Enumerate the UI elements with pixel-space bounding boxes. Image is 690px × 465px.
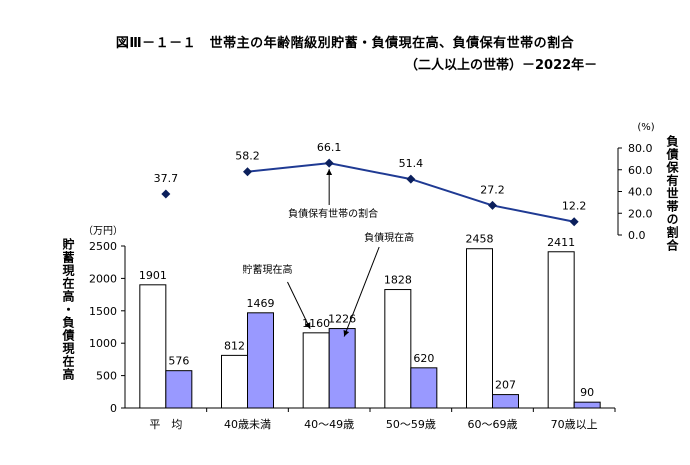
bar-savings-label: 2411 xyxy=(547,236,575,249)
line-y-axis-title: 負債保有世帯の割合 xyxy=(665,134,679,252)
bar-y-axis-title: 貯蓄現在高・負債現在高 xyxy=(61,237,75,381)
line-y-tick-label: 60.0 xyxy=(628,164,653,177)
ratio-marker xyxy=(406,174,416,184)
bar-debt-label: 90 xyxy=(580,386,594,399)
bar-y-tick-label: 1000 xyxy=(89,337,117,350)
bar-debt xyxy=(410,367,438,409)
ratio-label: 12.2 xyxy=(562,200,587,213)
bars-layer xyxy=(139,248,601,409)
bar-debt xyxy=(492,394,519,409)
bar-savings xyxy=(139,284,167,409)
bar-debt xyxy=(328,328,356,409)
category-label: 40歳未満 xyxy=(224,418,271,431)
bar-savings xyxy=(221,354,248,409)
category-label: 平 均 xyxy=(149,418,182,431)
line-layer xyxy=(161,158,579,227)
bar-debt xyxy=(247,312,274,409)
bar-debt xyxy=(573,401,601,409)
bar-y-unit: （万円） xyxy=(83,225,123,237)
ratio-label: 66.1 xyxy=(317,141,342,154)
bar-savings xyxy=(384,289,412,409)
bar-debt-label: 1469 xyxy=(247,297,275,310)
annotation-debt: 負債現在高 xyxy=(364,231,414,244)
bar-savings xyxy=(302,332,330,409)
line-y-tick-label: 40.0 xyxy=(628,186,653,199)
bar-savings-label: 1901 xyxy=(139,269,167,282)
axis-layer xyxy=(121,147,622,412)
bar-debt-label: 1226 xyxy=(328,313,356,326)
text-layer: 0 500 1000 1500 2000 2500 （万円） 貯蓄現在高・負債現在高 1901 5… xyxy=(61,122,679,431)
ratio-marker xyxy=(569,217,579,227)
ratio-marker xyxy=(161,189,171,199)
line-y-tick-label: 80.0 xyxy=(628,142,653,155)
ratio-label: 51.4 xyxy=(399,157,424,170)
bar-savings-label: 1828 xyxy=(384,274,412,287)
bar-savings xyxy=(466,248,493,409)
bar-y-tick-label: 1500 xyxy=(89,305,117,318)
category-label: 40～49歳 xyxy=(304,418,354,431)
category-label: 60～69歳 xyxy=(468,418,518,431)
bar-debt xyxy=(165,370,193,409)
bar-debt-label: 620 xyxy=(413,352,434,365)
ratio-label: 58.2 xyxy=(235,150,260,163)
bar-savings xyxy=(547,251,575,409)
ratio-marker xyxy=(243,167,252,177)
bar-savings-label: 812 xyxy=(224,339,245,352)
bar-debt-label: 207 xyxy=(495,379,516,392)
bar-y-tick-label: 2500 xyxy=(89,240,117,253)
bar-savings-label: 1160 xyxy=(302,317,330,330)
annotation-ratio: 負債保有世帯の割合 xyxy=(288,207,378,220)
chart-subtitle: （二人以上の世帯）－2022年－ xyxy=(405,58,598,73)
bar-y-tick-label: 500 xyxy=(96,370,117,383)
annotation-savings-arrow xyxy=(287,281,311,330)
line-y-unit: (%) xyxy=(637,122,654,133)
bar-savings-label: 2458 xyxy=(466,233,494,246)
chart-title: 図Ⅲ－１－１ 世帯主の年齢階級別貯蓄・負債現在高、負債保有世帯の割合 xyxy=(115,36,575,51)
category-label: 50～59歳 xyxy=(386,418,436,431)
annotation-debt-arrow xyxy=(343,246,380,337)
bar-y-tick-label: 0 xyxy=(110,402,117,415)
annotation-savings: 貯蓄現在高 xyxy=(243,263,293,276)
ratio-label: 27.2 xyxy=(480,183,505,196)
line-y-tick-label: 20.0 xyxy=(628,207,653,220)
ratio-marker xyxy=(324,158,334,168)
bar-debt-label: 576 xyxy=(168,355,189,368)
line-y-tick-label: 0.0 xyxy=(628,229,646,242)
ratio-marker xyxy=(488,200,497,210)
bar-y-tick-label: 2000 xyxy=(89,272,117,285)
ratio-label: 37.7 xyxy=(154,172,179,185)
category-label: 70歳以上 xyxy=(551,418,598,431)
